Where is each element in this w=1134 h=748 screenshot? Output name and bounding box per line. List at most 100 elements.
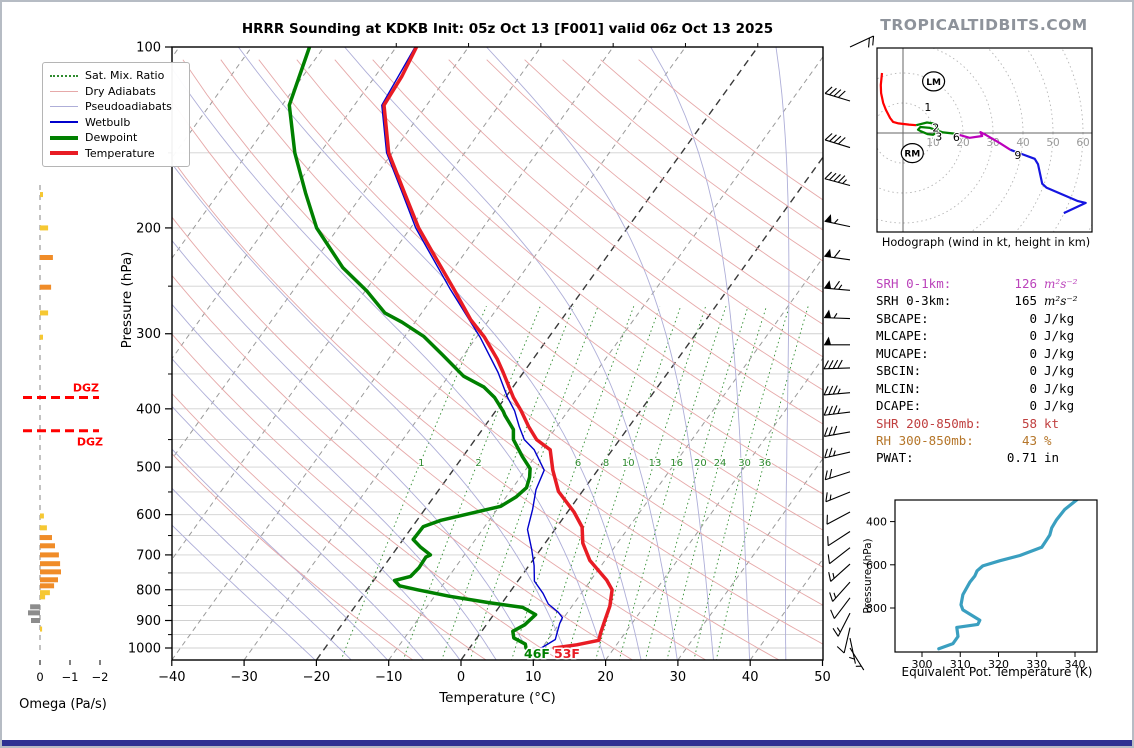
wind-barbs	[823, 35, 875, 671]
wind-barb	[823, 425, 851, 437]
svg-text:RM: RM	[904, 150, 920, 160]
dewpoint-line-sample-icon	[50, 135, 78, 140]
svg-text:LM: LM	[926, 78, 941, 88]
svg-text:−30: −30	[230, 670, 257, 685]
svg-text:310: 310	[950, 658, 971, 671]
thetae-panel: 300 310 320 330 340 400 600 800	[866, 499, 1098, 671]
dewpoint-curve	[287, 47, 538, 650]
wind-barb	[827, 531, 851, 547]
temperature-line-sample-icon	[50, 151, 78, 156]
svg-text:−10: −10	[375, 670, 402, 685]
svg-text:50: 50	[1046, 137, 1059, 149]
wind-barb	[823, 405, 851, 416]
legend-item-pseudoadiabat: Pseudoadiabats	[50, 99, 182, 115]
index-value: 0	[1029, 398, 1037, 414]
omega-bar	[40, 525, 47, 531]
index-label: SBCIN:	[876, 363, 922, 379]
index-value: 0	[1029, 345, 1037, 361]
surface-value-labels: 46F 53F	[523, 645, 582, 663]
svg-text:30: 30	[738, 458, 751, 469]
index-label: DCAPE:	[876, 398, 922, 414]
index-value: 0.71	[1006, 450, 1037, 466]
omega-bar	[40, 590, 50, 596]
hodograph-trace-3-6km	[954, 131, 1011, 151]
wind-barb	[824, 86, 851, 102]
svg-text:8: 8	[603, 458, 609, 469]
svg-text:330: 330	[1026, 658, 1047, 671]
index-unit: J/kg	[1044, 310, 1075, 326]
omega-bar	[30, 604, 40, 610]
hodograph-marker-rm: RM	[900, 143, 924, 164]
index-value: 0	[1029, 328, 1037, 344]
svg-text:400: 400	[136, 402, 161, 417]
wind-barb	[824, 171, 851, 187]
wind-barb	[823, 309, 851, 320]
hodograph-height-label: 6	[953, 131, 960, 144]
omega-bar	[40, 310, 49, 316]
hodograph-height-label: 1	[924, 101, 931, 114]
svg-text:500: 500	[136, 461, 161, 476]
dryadiabat-line-sample-icon	[50, 90, 78, 92]
dry-adiabats	[172, 59, 823, 660]
legend-item-satmix: Sat. Mix. Ratio	[50, 68, 182, 84]
svg-text:100: 100	[136, 41, 161, 56]
sounding-curves	[287, 47, 614, 650]
svg-text:−1: −1	[62, 670, 79, 684]
index-row: MLCIN: 0 J/kg	[876, 381, 1102, 398]
wind-barb	[823, 359, 851, 370]
hodograph-marker-lm: LM	[921, 71, 946, 92]
index-label: SRH 0-3km:	[876, 293, 952, 309]
surface-dewpoint-label: 46F	[524, 646, 550, 661]
temperature-axis-label: Temperature (°C)	[439, 690, 556, 706]
svg-text:340: 340	[1065, 658, 1086, 671]
wind-barb	[832, 612, 851, 637]
omega-bar	[40, 561, 61, 567]
index-row: DCAPE: 0 J/kg	[876, 398, 1102, 415]
wind-barb	[825, 491, 851, 503]
svg-text:320: 320	[988, 658, 1009, 671]
omega-bar	[40, 594, 46, 600]
index-unit: in	[1044, 450, 1060, 466]
legend-item-label: Temperature	[85, 146, 155, 160]
temperature-axis-ticks: −40 −30 −20 −10 0 10 20 30 40 50	[158, 43, 831, 685]
svg-text:2: 2	[475, 458, 481, 469]
legend-item-label: Pseudoadiabats	[85, 100, 172, 114]
hodograph-height-label: 9	[1014, 149, 1021, 162]
footer-bar	[2, 740, 1132, 746]
index-value: 43	[1021, 432, 1037, 448]
index-unit: %	[1044, 432, 1052, 448]
hodograph-trace-1-3km	[915, 121, 955, 136]
svg-text:10: 10	[525, 670, 542, 685]
legend-item-dryadiabat: Dry Adiabats	[50, 84, 182, 100]
omega-bar	[40, 254, 53, 260]
index-unit: m²s⁻²	[1044, 277, 1078, 291]
skewt-background	[172, 47, 823, 660]
mixing-ratio-lines	[340, 306, 809, 660]
svg-text:40: 40	[742, 670, 759, 685]
surface-temperature-label: 53F	[554, 646, 580, 661]
page-title: HRRR Sounding at KDKB Init: 05z Oct 13 […	[241, 21, 774, 37]
wind-barb	[824, 214, 851, 228]
omega-bar	[40, 583, 55, 589]
svg-text:10: 10	[926, 137, 939, 149]
omega-bar	[40, 577, 58, 583]
index-unit: J/kg	[1044, 345, 1075, 361]
svg-text:13: 13	[649, 458, 662, 469]
hodograph-height-label: 3	[935, 131, 942, 144]
svg-text:0: 0	[36, 670, 43, 684]
wind-barb	[826, 511, 851, 525]
svg-text:6: 6	[575, 458, 581, 469]
legend-item-wetbulb: Wetbulb	[50, 115, 182, 131]
pseudoadiabats	[172, 47, 790, 660]
thetae-curve-group	[937, 500, 1080, 651]
index-label: SHR 200-850mb:	[876, 415, 982, 431]
isotherms	[172, 47, 823, 660]
index-value: 165	[1014, 293, 1037, 309]
legend-item-temperature: Temperature	[50, 146, 182, 162]
omega-bar	[40, 513, 44, 519]
omega-bar	[40, 535, 52, 541]
hodograph-trace-0-1km	[879, 72, 917, 127]
index-unit: kt	[1044, 415, 1060, 431]
omega-bar	[31, 617, 40, 623]
